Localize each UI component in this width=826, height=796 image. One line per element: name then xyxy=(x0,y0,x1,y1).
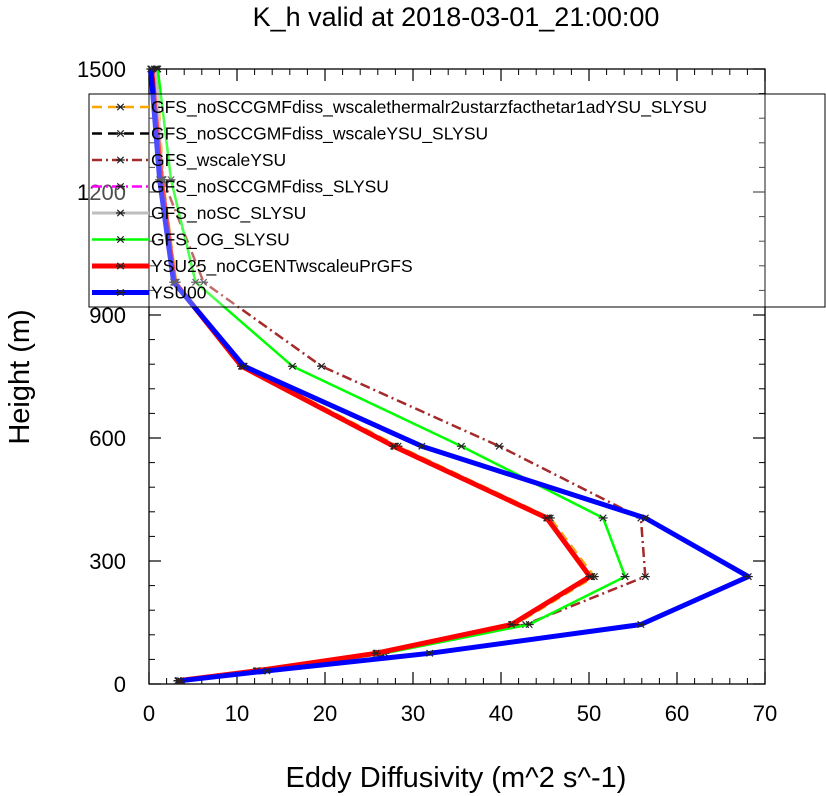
legend-label: GFS_noSCCGMFdiss_wscalethermalr2ustarzfa… xyxy=(151,97,707,118)
x-tick-label: 10 xyxy=(225,701,249,726)
legend-marker xyxy=(116,209,125,217)
data-point-marker xyxy=(287,362,297,370)
legend-label: YSU00 xyxy=(151,283,207,303)
data-point-marker xyxy=(316,362,326,370)
data-point-marker xyxy=(371,649,381,657)
legend: GFS_noSCCGMFdiss_wscalethermalr2ustarzfa… xyxy=(92,97,707,303)
x-tick-label: 0 xyxy=(143,701,155,726)
data-point-marker xyxy=(456,442,466,450)
legend-marker xyxy=(116,156,125,164)
x-tick-label: 20 xyxy=(313,701,337,726)
plot-frame xyxy=(148,68,766,685)
data-point-marker xyxy=(425,649,435,657)
series-layer xyxy=(146,65,753,685)
data-point-marker xyxy=(640,514,650,522)
legend-marker xyxy=(116,129,125,138)
data-point-marker xyxy=(199,278,209,286)
legend-marker xyxy=(116,182,125,191)
data-point-marker xyxy=(169,278,179,286)
legend-marker xyxy=(116,103,125,111)
x-tick-label: 50 xyxy=(577,701,601,726)
legend-label: GFS_OG_SLYSU xyxy=(151,230,290,251)
data-point-marker xyxy=(640,572,650,581)
data-point-marker xyxy=(417,442,427,450)
data-point-marker xyxy=(262,667,272,675)
legend-label: GFS_noSCCGMFdiss_SLYSU xyxy=(151,177,389,198)
legend-label: GFS_noSC_SLYSU xyxy=(151,203,306,224)
data-point-marker xyxy=(176,677,186,685)
x-axis-label: Eddy Diffusivity (m^2 s^-1) xyxy=(286,762,627,794)
data-point-marker xyxy=(146,65,156,73)
data-point-marker xyxy=(585,572,595,581)
data-point-marker xyxy=(542,514,552,522)
data-point-marker xyxy=(524,620,534,629)
data-point-marker xyxy=(507,620,517,629)
legend-marker xyxy=(116,288,125,297)
data-point-marker xyxy=(191,278,201,286)
legend-label: GFS_noSCCGMFdiss_wscaleYSU_SLYSU xyxy=(151,124,488,145)
legend-label: YSU25_noCGENTwscaleuPrGFS xyxy=(151,256,413,277)
legend-box xyxy=(88,93,826,308)
chart-title: K_h valid at 2018-03-01_21:00:00 xyxy=(253,2,660,32)
data-point-marker xyxy=(166,176,176,184)
data-point-marker xyxy=(239,362,249,370)
legend-marker xyxy=(116,235,125,244)
y-tick-label: 0 xyxy=(114,672,126,697)
data-point-marker xyxy=(636,620,646,629)
x-tick-label: 60 xyxy=(665,701,689,726)
x-tick-label: 40 xyxy=(489,701,513,726)
y-axis-label: Height (m) xyxy=(4,309,36,444)
data-point-marker xyxy=(389,442,399,450)
data-point-marker xyxy=(598,514,608,522)
y-tick-label: 300 xyxy=(89,549,126,574)
data-point-marker xyxy=(743,572,753,581)
legend-label: GFS_wscaleYSU xyxy=(151,150,286,171)
legend-marker xyxy=(116,262,125,270)
data-point-marker xyxy=(494,442,504,450)
x-tick-label: 70 xyxy=(753,701,777,726)
data-point-marker xyxy=(620,572,630,581)
y-tick-label: 1500 xyxy=(77,57,126,82)
data-point-marker xyxy=(155,176,165,184)
y-tick-label: 600 xyxy=(89,426,126,451)
x-tick-label: 30 xyxy=(401,701,425,726)
